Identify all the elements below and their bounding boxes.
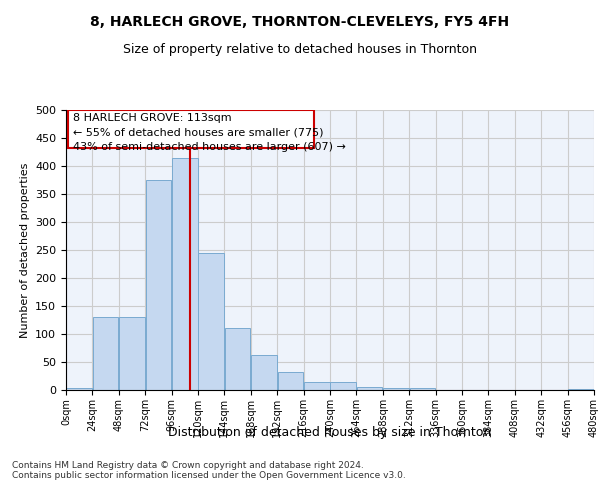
Text: Size of property relative to detached houses in Thornton: Size of property relative to detached ho…: [123, 42, 477, 56]
Bar: [357, 386, 382, 390]
Text: Contains HM Land Registry data © Crown copyright and database right 2024.
Contai: Contains HM Land Registry data © Crown c…: [12, 460, 406, 480]
Bar: [172, 158, 197, 390]
Bar: [304, 382, 329, 390]
Bar: [251, 354, 277, 390]
Bar: [331, 382, 356, 390]
Text: 8 HARLECH GROVE: 113sqm
← 55% of detached houses are smaller (775)
43% of semi-d: 8 HARLECH GROVE: 113sqm ← 55% of detache…: [73, 113, 346, 152]
Bar: [199, 253, 224, 390]
Bar: [67, 388, 92, 390]
Text: 8, HARLECH GROVE, THORNTON-CLEVELEYS, FY5 4FH: 8, HARLECH GROVE, THORNTON-CLEVELEYS, FY…: [91, 15, 509, 29]
Bar: [278, 372, 303, 390]
Bar: [119, 317, 145, 390]
Bar: [410, 388, 435, 390]
Bar: [93, 317, 118, 390]
Bar: [146, 180, 171, 390]
Text: Distribution of detached houses by size in Thornton: Distribution of detached houses by size …: [169, 426, 491, 439]
Bar: [225, 328, 250, 390]
Bar: [383, 388, 409, 390]
FancyBboxPatch shape: [68, 110, 314, 148]
Y-axis label: Number of detached properties: Number of detached properties: [20, 162, 29, 338]
